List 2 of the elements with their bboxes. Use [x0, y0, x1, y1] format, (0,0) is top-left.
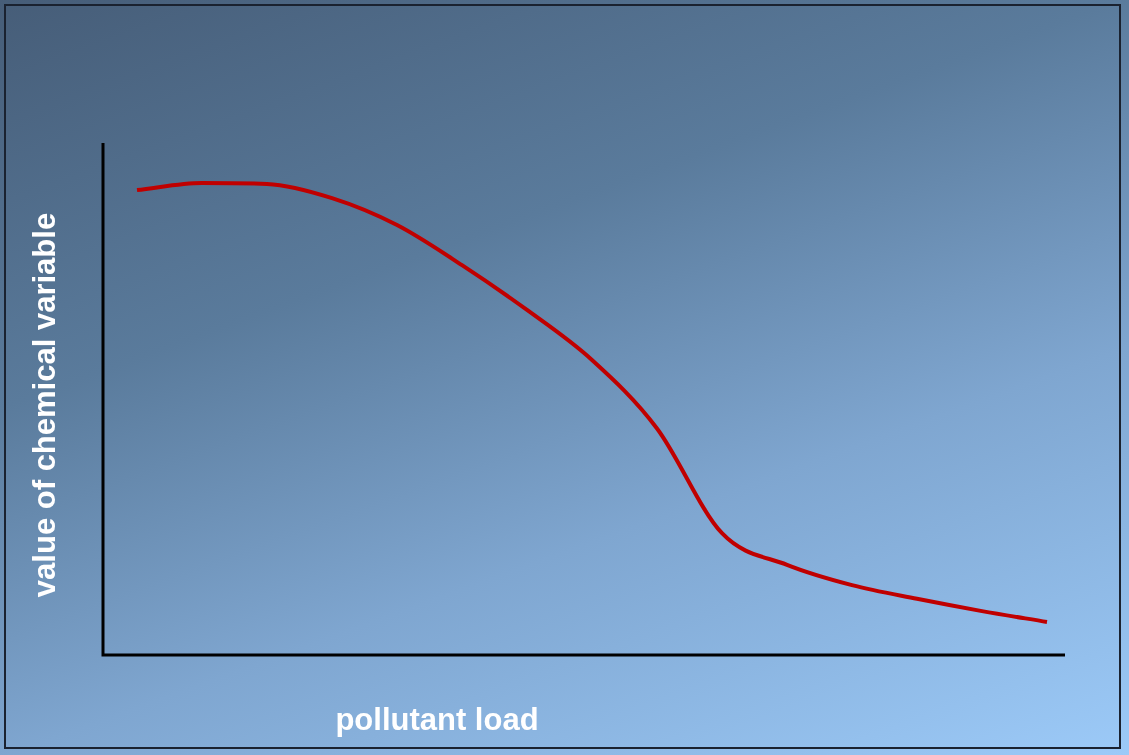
x-axis-title: pollutant load	[335, 702, 539, 738]
y-axis-title: value of chemical variable	[27, 212, 63, 598]
